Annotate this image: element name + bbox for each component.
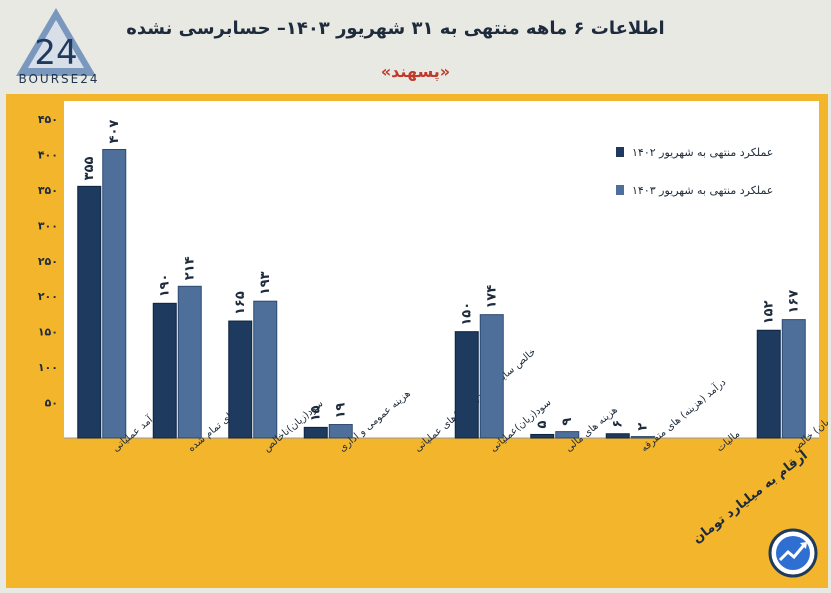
legend-item-1402: عملکرد منتهی به شهریور ۱۴۰۲ bbox=[632, 146, 774, 159]
data-label: ۴۰۷ bbox=[107, 120, 122, 144]
data-label: ۱۹۰ bbox=[158, 273, 173, 297]
y-tick-label: ۴۵۰ bbox=[38, 113, 58, 126]
bar-1403 bbox=[555, 431, 580, 439]
data-label: ۱۶۷ bbox=[787, 290, 802, 314]
data-label: ۱۶۵ bbox=[233, 291, 248, 315]
bar-1403 bbox=[328, 424, 353, 439]
data-label: ۱۹۳ bbox=[258, 271, 273, 295]
bar-1402 bbox=[152, 302, 177, 439]
svg-text:24: 24 bbox=[34, 33, 77, 73]
bar-1403 bbox=[781, 319, 806, 439]
data-label: ۲ bbox=[636, 423, 651, 431]
data-label: ۱۵ bbox=[309, 405, 324, 421]
legend-swatch-1402 bbox=[616, 147, 624, 157]
bourse24-logo: 24 bbox=[16, 8, 96, 76]
legend-swatch-1403 bbox=[616, 185, 624, 195]
legend-item-1403: عملکرد منتهی به شهریور ۱۴۰۳ bbox=[632, 184, 774, 197]
bar-1402 bbox=[605, 433, 630, 439]
bar-1402 bbox=[228, 320, 253, 439]
data-label: ۶ bbox=[611, 420, 626, 428]
bar-1403 bbox=[479, 314, 504, 439]
data-label: ۹ bbox=[560, 418, 575, 426]
y-tick-label: ۳۰۰ bbox=[38, 219, 58, 232]
logo-text: BOURSE24 bbox=[18, 72, 100, 86]
chart-frame: ۵۰ ۱۰۰ ۱۵۰ ۲۰۰ ۲۵۰ ۳۰۰ ۳۵۰ ۴۰۰ ۴۵۰ ۳۵۵ ۴۰۷ درآمد عم… bbox=[6, 94, 828, 588]
bar-1402 bbox=[454, 331, 479, 439]
y-tick-label: ۴۰۰ bbox=[38, 148, 58, 161]
bar-1402 bbox=[530, 433, 555, 439]
y-tick-label: ۵۰ bbox=[45, 397, 58, 410]
page-title: اطلاعات ۶ ماهه منتهی به ۳۱ شهریور ۱۴۰۳– … bbox=[126, 18, 665, 39]
bar-1403 bbox=[630, 436, 655, 439]
y-tick-label: ۲۵۰ bbox=[38, 255, 58, 268]
data-label: ۱۹ bbox=[334, 403, 349, 419]
data-label: ۳۵۵ bbox=[82, 156, 97, 180]
data-label: ۱۵۰ bbox=[460, 302, 475, 326]
y-tick-label: ۳۵۰ bbox=[38, 184, 58, 197]
data-label: ۲۱۴ bbox=[183, 256, 198, 280]
y-tick-label: ۱۵۰ bbox=[38, 326, 58, 339]
data-label: ۱۵۲ bbox=[762, 300, 777, 324]
bar-1403 bbox=[253, 300, 278, 439]
data-label: ۵ bbox=[535, 420, 550, 428]
trend-up-icon bbox=[768, 528, 818, 578]
company-symbol: «پسهند» bbox=[380, 62, 451, 81]
bar-1402 bbox=[756, 329, 781, 439]
bar-1402 bbox=[303, 426, 328, 439]
data-label: ۱۷۴ bbox=[485, 285, 500, 309]
bar-1403 bbox=[102, 148, 127, 439]
bar-1403 bbox=[177, 285, 202, 439]
y-tick-label: ۲۰۰ bbox=[38, 290, 58, 303]
bar-1402 bbox=[77, 185, 102, 439]
y-tick-label: ۱۰۰ bbox=[38, 361, 58, 374]
